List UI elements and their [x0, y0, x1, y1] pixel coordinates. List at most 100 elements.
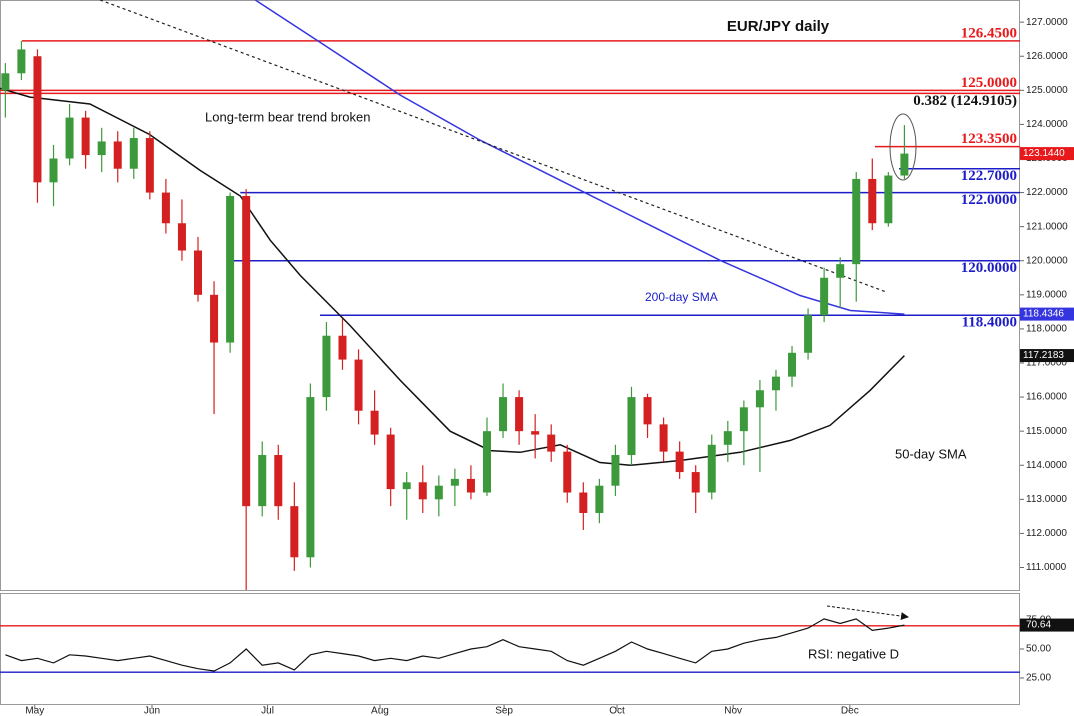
indicator-line	[0, 87, 905, 467]
candle-body	[739, 407, 748, 432]
level-label: 122.0000	[961, 192, 1017, 208]
candle-body	[499, 397, 508, 432]
candle-body	[81, 117, 90, 156]
main-panel	[0, 0, 1020, 591]
candle-body	[611, 455, 620, 486]
y-tick-label: 127.0000	[1026, 17, 1068, 28]
candle-body	[434, 485, 443, 500]
candle-body	[595, 485, 604, 513]
candle-body	[129, 138, 138, 169]
rsi-tick-label: 25.00	[1026, 673, 1051, 684]
rsi-plot	[0, 618, 1020, 673]
indicator-line	[99, 0, 888, 293]
y-tick-label: 121.0000	[1026, 221, 1068, 232]
main-plot	[0, 0, 1020, 590]
y-tick-label: 118.0000	[1026, 324, 1067, 335]
price-tag-label: 118.4346	[1023, 309, 1064, 320]
level-label: 0.382 (124.9105)	[913, 93, 1017, 109]
candle-body	[177, 223, 186, 251]
candle-body	[161, 192, 170, 224]
annotation: RSI: negative D	[808, 646, 899, 661]
axes: 111.0000 112.0000 113.0000 114.0000 115.0000…	[25, 17, 1074, 716]
annotation: 50-day SMA	[895, 446, 967, 461]
candle-body	[643, 397, 652, 425]
y-tick-label: 122.0000	[1026, 187, 1068, 198]
y-tick-label: 114.0000	[1026, 460, 1067, 471]
annotation: Long-term bear trend broken	[205, 109, 370, 124]
level-label: 118.4000	[962, 315, 1017, 331]
y-tick-label: 124.0000	[1026, 119, 1068, 130]
level-label: 120.0000	[961, 260, 1017, 276]
y-tick-label: 126.0000	[1026, 51, 1068, 62]
price-tag	[1020, 147, 1074, 161]
candle-body	[755, 390, 764, 408]
candle-body	[370, 410, 379, 435]
candle-body	[418, 482, 427, 500]
candle-body	[563, 451, 572, 493]
candle-body	[242, 195, 251, 507]
y-tick-label: 117.0000	[1026, 358, 1067, 369]
price-tag-label: 123.1440	[1023, 148, 1065, 159]
level-label: 125.0000	[961, 75, 1017, 91]
rsi-tag-label: 70.64	[1026, 620, 1051, 631]
x-tick-label: Oct	[609, 706, 625, 716]
y-tick-label: 116.0000	[1026, 392, 1067, 403]
candle-body	[306, 397, 315, 558]
candle-body	[290, 506, 299, 558]
candle-body	[65, 117, 74, 159]
candle-body	[338, 335, 347, 360]
x-tick-label: Dec	[841, 706, 859, 716]
candle-body	[515, 397, 524, 432]
candle-body	[450, 478, 459, 486]
candle-body	[691, 472, 700, 493]
candle-body	[707, 444, 716, 493]
candle-body	[868, 178, 877, 224]
candle-body	[852, 178, 861, 265]
candle-body	[113, 141, 122, 169]
annotation: 200-day SMA	[645, 290, 718, 304]
candle-body	[900, 153, 909, 176]
candle-body	[659, 424, 668, 452]
candle-body	[482, 431, 491, 493]
candle-body	[386, 434, 395, 490]
x-tick-label: Sep	[495, 706, 513, 716]
x-tick-label: Nov	[724, 706, 742, 716]
candle-body	[354, 359, 363, 411]
x-tick-label: Aug	[371, 706, 389, 716]
candle-body	[17, 49, 26, 74]
candle-body	[322, 335, 331, 398]
candle-body	[627, 397, 636, 456]
candle-body	[1, 73, 10, 91]
y-tick-label: 112.0000	[1026, 528, 1067, 539]
level-label: 122.7000	[961, 168, 1017, 184]
x-tick-label: May	[25, 706, 44, 716]
candle-body	[836, 264, 845, 278]
candle-body	[466, 478, 475, 493]
level-label: 126.4500	[961, 25, 1017, 41]
price-tag	[1020, 349, 1074, 363]
candle-body	[788, 352, 797, 377]
rsi-panel	[0, 593, 1020, 705]
candle-body	[531, 431, 540, 435]
candle-body	[820, 277, 829, 316]
rsi-tick-label: 50.00	[1026, 644, 1051, 655]
candle-body	[194, 250, 203, 295]
x-tick-label: Jul	[261, 706, 274, 716]
y-tick-label: 111.0000	[1026, 562, 1067, 573]
level-label: 123.3500	[961, 131, 1017, 147]
candle-body	[402, 482, 411, 490]
candle-body	[274, 455, 283, 507]
candle-body	[49, 158, 58, 183]
candle-body	[226, 195, 235, 343]
y-tick-label: 120.0000	[1026, 255, 1068, 266]
candle-body	[804, 315, 813, 353]
y-tick-label: 115.0000	[1026, 426, 1067, 437]
y-tick-label: 119.0000	[1026, 289, 1067, 300]
candle-body	[675, 451, 684, 473]
price-tag	[1020, 307, 1074, 321]
candle-body	[723, 431, 732, 445]
y-tick-label: 125.0000	[1026, 85, 1068, 96]
x-tick-label: Jun	[144, 706, 160, 716]
candle-body	[145, 138, 154, 193]
